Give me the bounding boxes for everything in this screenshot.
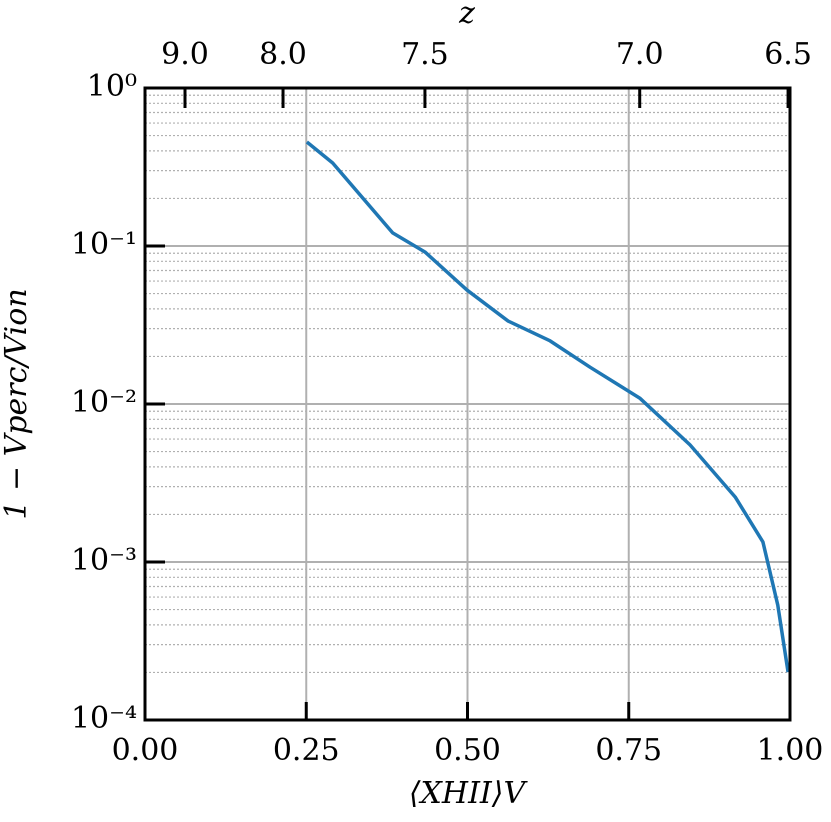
top-tick-label: 9.0 <box>161 37 209 72</box>
data-line <box>305 140 790 673</box>
x-tick-label: 0.00 <box>112 733 179 768</box>
x-tick-label: 0.75 <box>595 733 662 768</box>
x-tick-label: 0.25 <box>273 733 340 768</box>
top-tick-label: 8.0 <box>259 37 307 72</box>
x-axis-label: ⟨XHII⟩V <box>409 776 529 811</box>
top-tick-label: 7.5 <box>401 37 449 72</box>
y-tick-label: 10⁻¹ <box>71 227 137 262</box>
top-axis-label: z <box>458 0 475 31</box>
plot-frame <box>143 86 792 722</box>
x-tick-label: 0.50 <box>434 733 501 768</box>
top-tick-label: 7.0 <box>616 37 664 72</box>
x-tick-label: 1.00 <box>757 733 824 768</box>
top-tick-label: 6.5 <box>764 37 812 72</box>
y-tick-label: 10⁻³ <box>71 543 137 578</box>
y-tick-label: 10⁻² <box>71 385 137 420</box>
y-axis-label: 1 − Vperc/Vion <box>0 288 34 519</box>
y-tick-label: 10⁻⁴ <box>71 701 137 736</box>
y-tick-label: 10⁰ <box>87 69 137 104</box>
